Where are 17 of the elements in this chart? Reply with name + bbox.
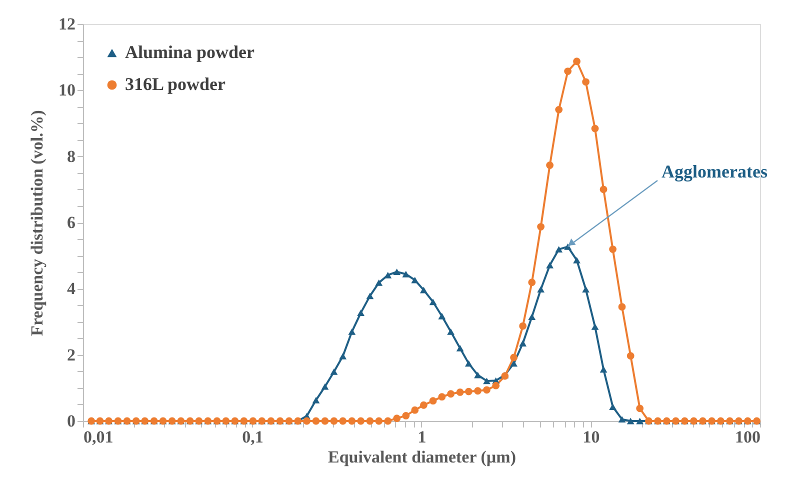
x-tick-label: 0,01 (84, 428, 114, 446)
y-axis-title: Frequency distribution (vol.%) (28, 110, 46, 336)
annotation: Agglomerates (662, 161, 768, 182)
y-tick-label: 12 (58, 14, 76, 34)
legend-label: 316L powder (125, 74, 226, 94)
y-tick-label: 10 (58, 80, 76, 100)
y-tick-label: 2 (67, 345, 76, 364)
x-tick-label: 100 (735, 428, 760, 446)
legend-label: Alumina powder (125, 42, 255, 62)
x-tick-label: 10 (582, 428, 600, 446)
y-tick-label: 8 (67, 146, 76, 166)
y-tick-label: 4 (67, 279, 76, 298)
y-tick-label: 6 (67, 213, 76, 232)
x-axis-title: Equivalent diameter (µm) (328, 448, 516, 466)
y-tick-label: 0 (67, 412, 76, 430)
x-tick-label: 0,1 (242, 428, 264, 446)
x-tick-label: 1 (418, 428, 426, 446)
